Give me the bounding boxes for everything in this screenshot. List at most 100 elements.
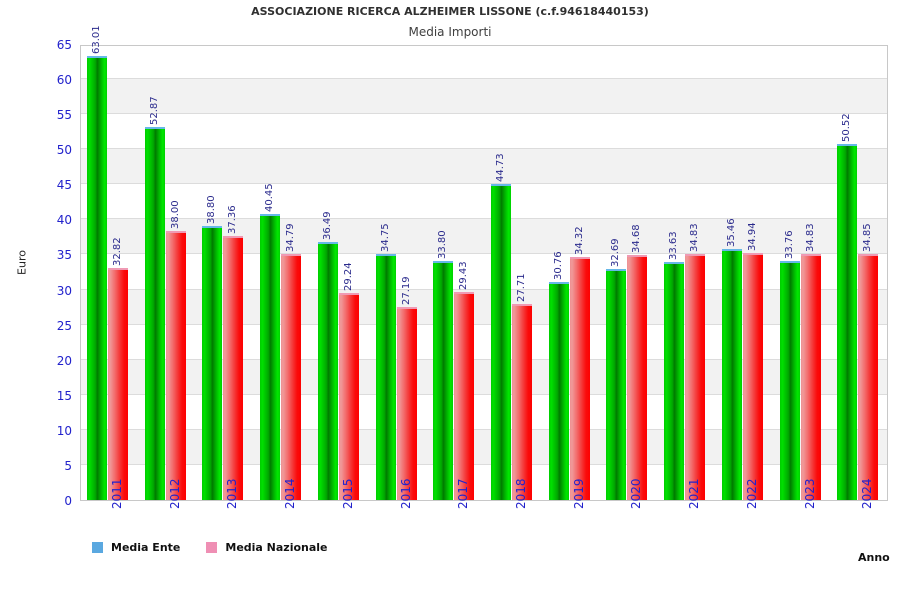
bar-value-label: 63.01 — [91, 25, 102, 54]
bar-value-label: 52.87 — [148, 96, 160, 126]
bar-media-ente[interactable] — [375, 254, 396, 500]
gridline — [81, 218, 887, 220]
legend-swatch-icon — [92, 542, 103, 553]
legend-swatch-icon — [206, 542, 218, 553]
gridline — [81, 148, 887, 150]
x-axis-tick-label: 2013 — [225, 478, 240, 509]
x-axis-tick-label: 2011 — [110, 478, 124, 509]
gridline — [81, 358, 887, 360]
bar-value-label: 29.24 — [342, 262, 354, 291]
x-axis-tick-label: 2019 — [571, 478, 586, 509]
x-axis-tick-label: 2014 — [283, 478, 298, 509]
x-axis-tick-label: 2015 — [340, 478, 355, 509]
bar-value-label: 44.73 — [495, 153, 506, 183]
bar-media-nazionale[interactable] — [685, 253, 706, 500]
y-axis-tick-label: 40 — [56, 213, 72, 228]
bar-media-ente[interactable] — [491, 184, 511, 500]
gridline — [81, 428, 887, 430]
gridline — [81, 78, 887, 80]
bar-value-label: 34.68 — [631, 224, 643, 253]
legend-label: Media Nazionale — [225, 541, 328, 554]
bar-value-label: 27.19 — [400, 276, 412, 306]
bar-media-ente[interactable] — [144, 127, 165, 500]
bar-media-nazionale[interactable] — [627, 254, 648, 500]
y-axis-title: Euro — [15, 250, 29, 275]
bar-media-ente[interactable] — [433, 260, 454, 500]
bar-media-ente[interactable] — [721, 249, 742, 500]
bar-value-label: 34.32 — [573, 226, 585, 256]
bar-value-label: 34.79 — [285, 223, 297, 252]
bar-value-label: 40.45 — [264, 183, 276, 213]
bar-media-nazionale[interactable] — [281, 253, 302, 500]
legend-item-media-ente[interactable]: Media Ente — [92, 541, 180, 554]
bar-media-ente[interactable] — [260, 214, 281, 500]
y-axis-tick-label: 25 — [56, 318, 72, 333]
bar-value-label: 33.80 — [437, 230, 449, 259]
bar-media-nazionale[interactable] — [512, 303, 532, 500]
y-axis-tick-label: 0 — [64, 494, 72, 508]
gridline — [81, 393, 887, 395]
x-axis-tick-label: 2018 — [514, 478, 528, 509]
bar-media-nazionale[interactable] — [338, 292, 359, 500]
bar-value-label: 32.82 — [112, 237, 123, 266]
bar-value-label: 32.69 — [610, 238, 622, 267]
chart-legend: Media Ente Media Nazionale — [92, 541, 328, 554]
bar-media-ente[interactable] — [548, 282, 569, 500]
legend-item-media-nazionale[interactable]: Media Nazionale — [206, 541, 328, 554]
chart-title: ASSOCIAZIONE RICERCA ALZHEIMER LISSONE (… — [251, 5, 649, 18]
chart-subtitle: Media Importi — [408, 25, 492, 39]
plot-band — [81, 149, 887, 185]
bar-value-label: 35.46 — [725, 218, 737, 248]
bar-media-ente[interactable] — [202, 225, 223, 500]
bar-media-nazionale[interactable] — [165, 231, 186, 500]
plot-band — [81, 79, 887, 115]
gridline — [81, 183, 887, 185]
bar-value-label: 38.80 — [206, 195, 218, 224]
x-axis-tick-label: 2020 — [629, 478, 644, 509]
legend-label: Media Ente — [111, 541, 181, 554]
bar-media-nazionale[interactable] — [569, 257, 590, 500]
bar-media-nazionale[interactable] — [396, 307, 417, 500]
y-axis-tick-label: 60 — [56, 73, 72, 88]
y-axis-tick-label: 5 — [64, 458, 72, 473]
bar-value-label: 50.52 — [841, 112, 853, 142]
y-axis-tick-label: 65 — [56, 38, 72, 52]
x-axis-tick-label: 2021 — [687, 478, 702, 509]
gridline — [81, 288, 887, 290]
y-axis-tick-label: 50 — [56, 143, 72, 158]
bar-value-label: 33.63 — [668, 231, 680, 261]
bar-media-ente[interactable] — [87, 55, 107, 500]
bar-value-label: 33.76 — [783, 230, 795, 260]
bar-value-label: 30.76 — [552, 251, 564, 281]
bar-media-nazionale[interactable] — [742, 252, 763, 500]
bar-value-label: 34.83 — [804, 223, 816, 252]
bar-media-ente[interactable] — [837, 143, 858, 500]
y-axis-tick-label: 15 — [56, 388, 72, 403]
bar-value-label: 34.83 — [689, 223, 701, 252]
bar-media-ente[interactable] — [606, 268, 627, 500]
bar-value-label: 34.94 — [746, 222, 758, 251]
gridline — [81, 113, 887, 115]
bar-media-nazionale[interactable] — [454, 291, 475, 500]
y-axis-tick-label: 45 — [56, 178, 72, 193]
bar-value-label: 34.85 — [862, 222, 874, 252]
x-axis-title: Anno — [858, 551, 890, 564]
y-axis-tick-label: 35 — [56, 248, 72, 263]
x-axis-tick-label: 2016 — [398, 478, 413, 509]
bar-media-ente[interactable] — [317, 242, 338, 500]
bar-media-ente[interactable] — [779, 261, 800, 500]
gridline — [81, 253, 887, 255]
x-axis-tick-label: 2017 — [456, 478, 471, 509]
bar-media-nazionale[interactable] — [108, 267, 128, 500]
gridline — [81, 323, 887, 325]
bar-value-label: 27.71 — [516, 272, 527, 302]
bar-value-label: 37.36 — [227, 205, 239, 234]
bar-media-nazionale[interactable] — [858, 253, 879, 500]
bar-value-label: 36.49 — [321, 211, 333, 241]
bar-media-nazionale[interactable] — [223, 235, 244, 500]
bar-media-ente[interactable] — [664, 262, 685, 500]
x-axis-tick-label: 2023 — [802, 478, 817, 509]
x-axis-tick-label: 2022 — [744, 478, 759, 509]
bar-value-label: 34.75 — [379, 223, 391, 253]
bar-media-nazionale[interactable] — [800, 253, 821, 500]
